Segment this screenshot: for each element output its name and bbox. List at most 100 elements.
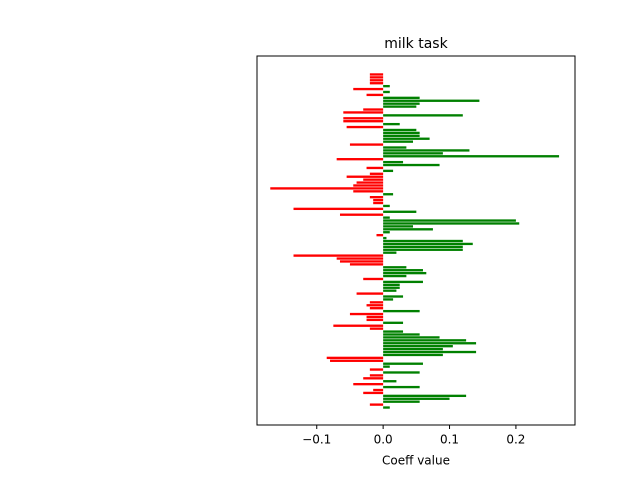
- bar: [330, 359, 384, 362]
- bar: [363, 391, 384, 395]
- bar: [383, 385, 420, 389]
- bar: [383, 122, 400, 126]
- bar: [383, 283, 400, 286]
- bar: [383, 160, 404, 164]
- bar: [346, 175, 384, 178]
- bar: [383, 274, 407, 278]
- bar: [336, 158, 384, 161]
- bar: [383, 193, 394, 196]
- bar: [383, 295, 404, 298]
- bar: [346, 125, 384, 129]
- bar: [383, 339, 467, 342]
- bar: [369, 82, 384, 85]
- bar: [383, 134, 420, 137]
- bar: [343, 111, 384, 114]
- bar: [376, 233, 384, 237]
- bar: [383, 140, 414, 143]
- bar: [383, 169, 394, 173]
- bar: [369, 172, 384, 175]
- bar: [383, 336, 440, 339]
- bar: [353, 184, 384, 187]
- bar: [349, 263, 384, 266]
- bar: [383, 210, 417, 213]
- bar: [270, 187, 384, 190]
- bar: [369, 301, 384, 304]
- x-tick-label: 0.1: [440, 433, 459, 447]
- x-tick-label: 0.2: [506, 433, 525, 447]
- bar: [369, 403, 384, 406]
- bar: [339, 213, 384, 216]
- bar: [369, 307, 384, 310]
- bar: [383, 99, 480, 102]
- bar: [383, 321, 404, 324]
- bar: [383, 266, 407, 269]
- bar: [383, 286, 400, 289]
- bar: [383, 84, 390, 88]
- bar: [326, 356, 384, 360]
- bar: [363, 277, 384, 281]
- plot-frame: [256, 55, 576, 426]
- bar: [383, 248, 463, 251]
- bar: [383, 280, 423, 284]
- bar: [383, 362, 423, 365]
- bar: [363, 108, 384, 111]
- bar: [369, 73, 384, 76]
- bar: [383, 131, 420, 135]
- bar: [336, 257, 384, 260]
- bar: [333, 324, 384, 327]
- bar: [363, 178, 384, 181]
- bar: [383, 251, 397, 254]
- bar: [383, 269, 423, 272]
- bar: [383, 222, 520, 225]
- bar: [383, 149, 470, 152]
- bar: [383, 225, 414, 228]
- bar: [383, 239, 463, 243]
- bar: [383, 216, 390, 219]
- bar: [369, 196, 384, 199]
- bar: [383, 345, 453, 348]
- bar: [356, 181, 384, 184]
- bar: [383, 102, 420, 105]
- bar: [383, 380, 397, 383]
- bar: [383, 228, 433, 231]
- bar: [383, 245, 463, 249]
- bar: [383, 146, 407, 149]
- bar: [383, 163, 440, 167]
- bar: [383, 400, 420, 403]
- bar: [349, 143, 384, 146]
- bar: [373, 201, 384, 205]
- bar: [383, 406, 390, 409]
- bar: [369, 374, 384, 377]
- bar: [383, 204, 390, 208]
- bar: [383, 333, 420, 336]
- bar: [383, 371, 420, 374]
- bar: [383, 271, 427, 275]
- bar: [383, 347, 443, 351]
- bar: [366, 318, 384, 322]
- bar: [339, 260, 384, 263]
- bar: [366, 166, 384, 170]
- bar: [366, 93, 384, 97]
- bar: [383, 105, 417, 108]
- bar: [366, 315, 384, 319]
- bar: [343, 117, 384, 120]
- bar: [383, 155, 560, 158]
- bar: [383, 289, 397, 292]
- x-tick-label: 0.0: [374, 433, 393, 447]
- bar: [293, 207, 384, 211]
- bar: [383, 242, 473, 246]
- bar: [369, 76, 384, 79]
- x-axis-label: Coeff value: [382, 454, 450, 468]
- bar: [383, 365, 390, 368]
- bar: [383, 128, 417, 132]
- bar: [383, 137, 430, 140]
- bar: [369, 368, 384, 371]
- bar: [383, 231, 390, 234]
- bar: [383, 342, 477, 345]
- bar: [383, 330, 404, 333]
- bar: [366, 304, 384, 307]
- x-tick-label: −0.1: [302, 433, 331, 447]
- bar: [293, 254, 384, 257]
- bar: [383, 96, 420, 100]
